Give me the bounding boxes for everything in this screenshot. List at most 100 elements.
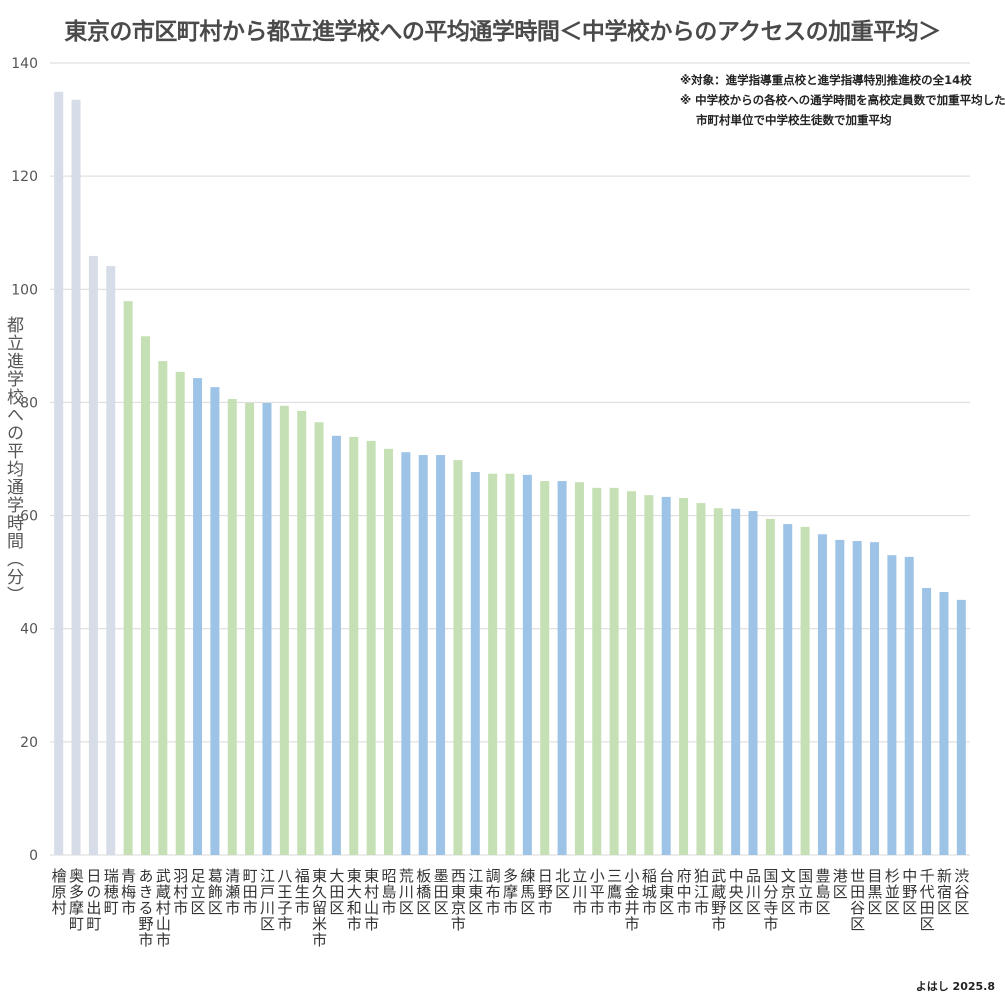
bar-稲城市 [644,495,654,855]
bar-国立市 [800,526,810,855]
y-tick-label: 140 [11,56,38,72]
y-tick-label: 120 [11,169,38,185]
bar-小金井市 [627,491,637,855]
x-tick-label: 昭島市 [379,868,398,916]
x-tick-label: 品川区 [744,868,763,916]
bar-三鷹市 [609,487,619,855]
x-tick-label: 荒川区 [396,868,415,916]
bar-多摩市 [505,473,515,855]
bar-武蔵野市 [713,508,723,855]
bar-府中市 [679,498,689,855]
x-tick-label: 北区 [553,868,572,900]
x-tick-label: 日の出町 [84,868,103,932]
x-tick-label: 江戸川区 [257,868,276,932]
x-tick-label: 世田谷区 [848,868,867,932]
bar-奥多摩町 [71,99,81,856]
y-tick-label: 60 [20,509,38,525]
y-tick-label: 0 [29,848,38,864]
bar-国分寺市 [765,518,775,855]
x-tick-label: 目黒区 [865,868,884,916]
x-tick-label: 文京区 [778,868,797,916]
x-tick-label: 羽村市 [171,868,190,916]
x-tick-label: 瑞穂町 [101,868,120,916]
x-tick-label: 江東区 [466,868,485,916]
bar-あきる野市 [140,336,150,855]
x-tick-label: 渋谷区 [952,868,971,916]
x-tick-label: 武蔵村山市 [153,868,172,948]
bar-千代田区 [922,587,932,855]
x-tick-label: 港区 [830,868,849,900]
x-tick-label: 新宿区 [934,868,953,916]
bar-檜原村 [54,91,64,855]
x-tick-label: 多摩市 [501,868,519,916]
bar-墨田区 [436,455,446,855]
bar-立川市 [574,482,584,855]
x-tick-label: 小平市 [587,868,606,916]
x-tick-label: 練馬区 [518,868,537,916]
x-tick-label: 奥多摩町 [67,868,86,932]
x-tick-label: 檜原村 [49,868,68,916]
bar-清瀬市 [227,399,237,855]
bar-目黒区 [870,542,880,855]
x-tick-label: 府中市 [674,868,693,916]
bar-西東京市 [453,460,463,855]
bar-品川区 [748,511,758,855]
bar-調布市 [488,473,498,855]
chart-notes: ※対象：進学指導重点校と進学指導特別推進校の全14校 ※ 中学校からの各校への通… [680,70,1005,130]
x-tick-label: 東村山市 [362,868,381,932]
credit: よはし 2025.8 [915,980,995,993]
x-tick-label: 板橋区 [414,868,433,916]
x-tick-label: 中央区 [726,868,745,916]
y-tick-label: 100 [11,282,38,298]
x-tick-label: 福生市 [292,868,311,916]
bar-台東区 [661,496,671,855]
x-tick-label: 八王子市 [275,868,294,932]
bar-日野市 [540,481,550,855]
bar-福生市 [297,410,307,855]
y-tick-label: 20 [20,735,38,751]
x-tick-label: 墨田区 [431,868,450,916]
bar-練馬区 [522,474,532,855]
x-tick-label: 国立市 [796,868,815,916]
bar-狛江市 [696,503,706,855]
bar-青梅市 [123,301,133,855]
x-tick-label: 狛江市 [691,868,710,916]
chart-title: 東京の市区町村から都立進学校への平均通学時間＜中学校からのアクセスの加重平均＞ [64,19,941,45]
bar-小平市 [592,487,602,855]
note-line-3: 市町村単位で中学校生徒数で加重平均 [696,113,892,127]
x-tick-label: 立川市 [570,868,589,916]
bar-昭島市 [383,448,393,855]
x-tick-label: 調布市 [483,868,502,916]
x-tick-label: 豊島区 [813,868,832,916]
y-tick-label: 80 [20,395,38,411]
x-tick-label: 武蔵野市 [709,868,728,932]
bar-江東区 [470,472,480,855]
x-tick-label: 国分寺市 [761,868,780,932]
bar-豊島区 [817,534,827,855]
bar-杉並区 [887,555,897,855]
x-tick-label: 清瀬市 [223,868,242,916]
bar-中野区 [904,556,914,855]
x-tick-label: 葛飾区 [205,868,224,916]
bar-荒川区 [401,452,411,855]
bar-大田区 [331,435,341,855]
bar-東久留米市 [314,422,324,855]
bar-板橋区 [418,455,428,855]
bar-渋谷区 [956,599,966,855]
bar-江戸川区 [262,402,272,855]
bar-文京区 [783,524,793,855]
x-tick-label: 西東京市 [448,868,467,932]
x-tick-label: 大田区 [327,868,346,916]
x-tick-label: 中野区 [900,868,919,916]
bar-東村山市 [366,440,376,855]
y-tick-label: 40 [20,622,38,638]
x-tick-label: 小金井市 [622,868,641,932]
bar-葛飾区 [210,387,220,855]
bar-北区 [557,481,567,855]
bar-羽村市 [175,371,185,855]
bar-中央区 [731,508,741,855]
bar-新宿区 [939,591,949,855]
x-tick-label: 日野市 [535,868,554,916]
